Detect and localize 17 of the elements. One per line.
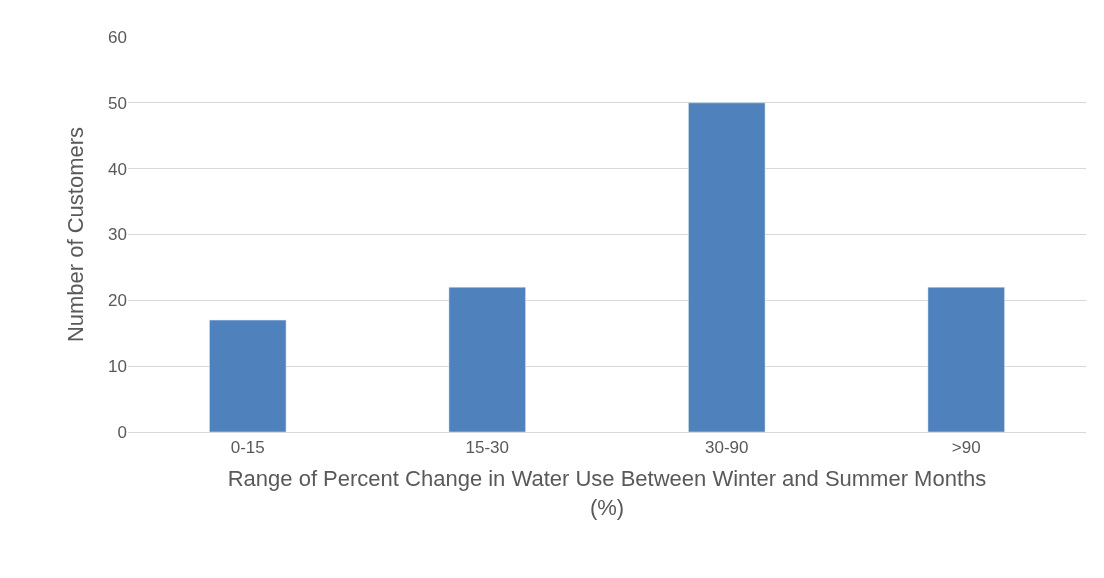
bar	[927, 286, 1005, 432]
y-axis-title: Number of Customers	[62, 126, 88, 343]
y-tick-label: 50	[108, 93, 127, 113]
x-tick-label: >90	[951, 438, 981, 458]
bar	[448, 286, 526, 432]
y-tick-label: 20	[108, 291, 127, 311]
x-axis-title: Range of Percent Change in Water Use Between Winter and Summer Months (%)	[227, 466, 987, 520]
y-tick-label: 30	[108, 225, 127, 245]
x-tick-label: 0-15	[230, 438, 265, 458]
bar	[209, 319, 287, 432]
x-tick-label: 15-30	[465, 438, 509, 458]
y-tick-label: 40	[108, 159, 127, 179]
y-tick-label: 60	[108, 27, 127, 47]
y-tick-label: 10	[108, 357, 127, 377]
x-tick-label: 30-90	[705, 438, 749, 458]
bar	[688, 102, 766, 432]
y-tick-label: 0	[117, 422, 127, 442]
